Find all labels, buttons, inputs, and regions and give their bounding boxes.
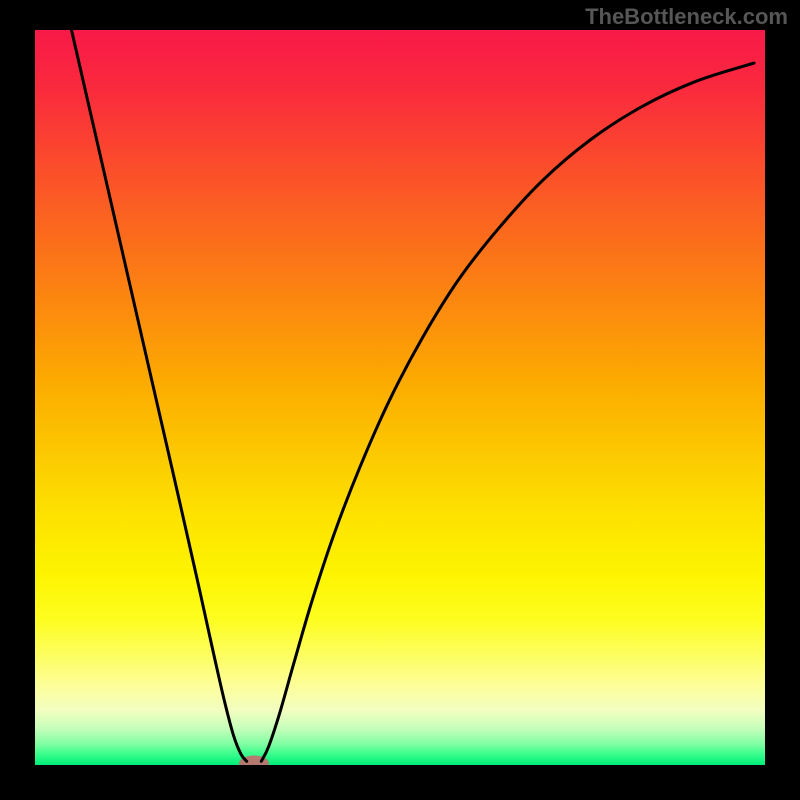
chart-container: TheBottleneck.com [0,0,800,800]
bottleneck-chart [0,0,800,800]
watermark-text: TheBottleneck.com [585,4,788,30]
gradient-background [35,30,765,765]
